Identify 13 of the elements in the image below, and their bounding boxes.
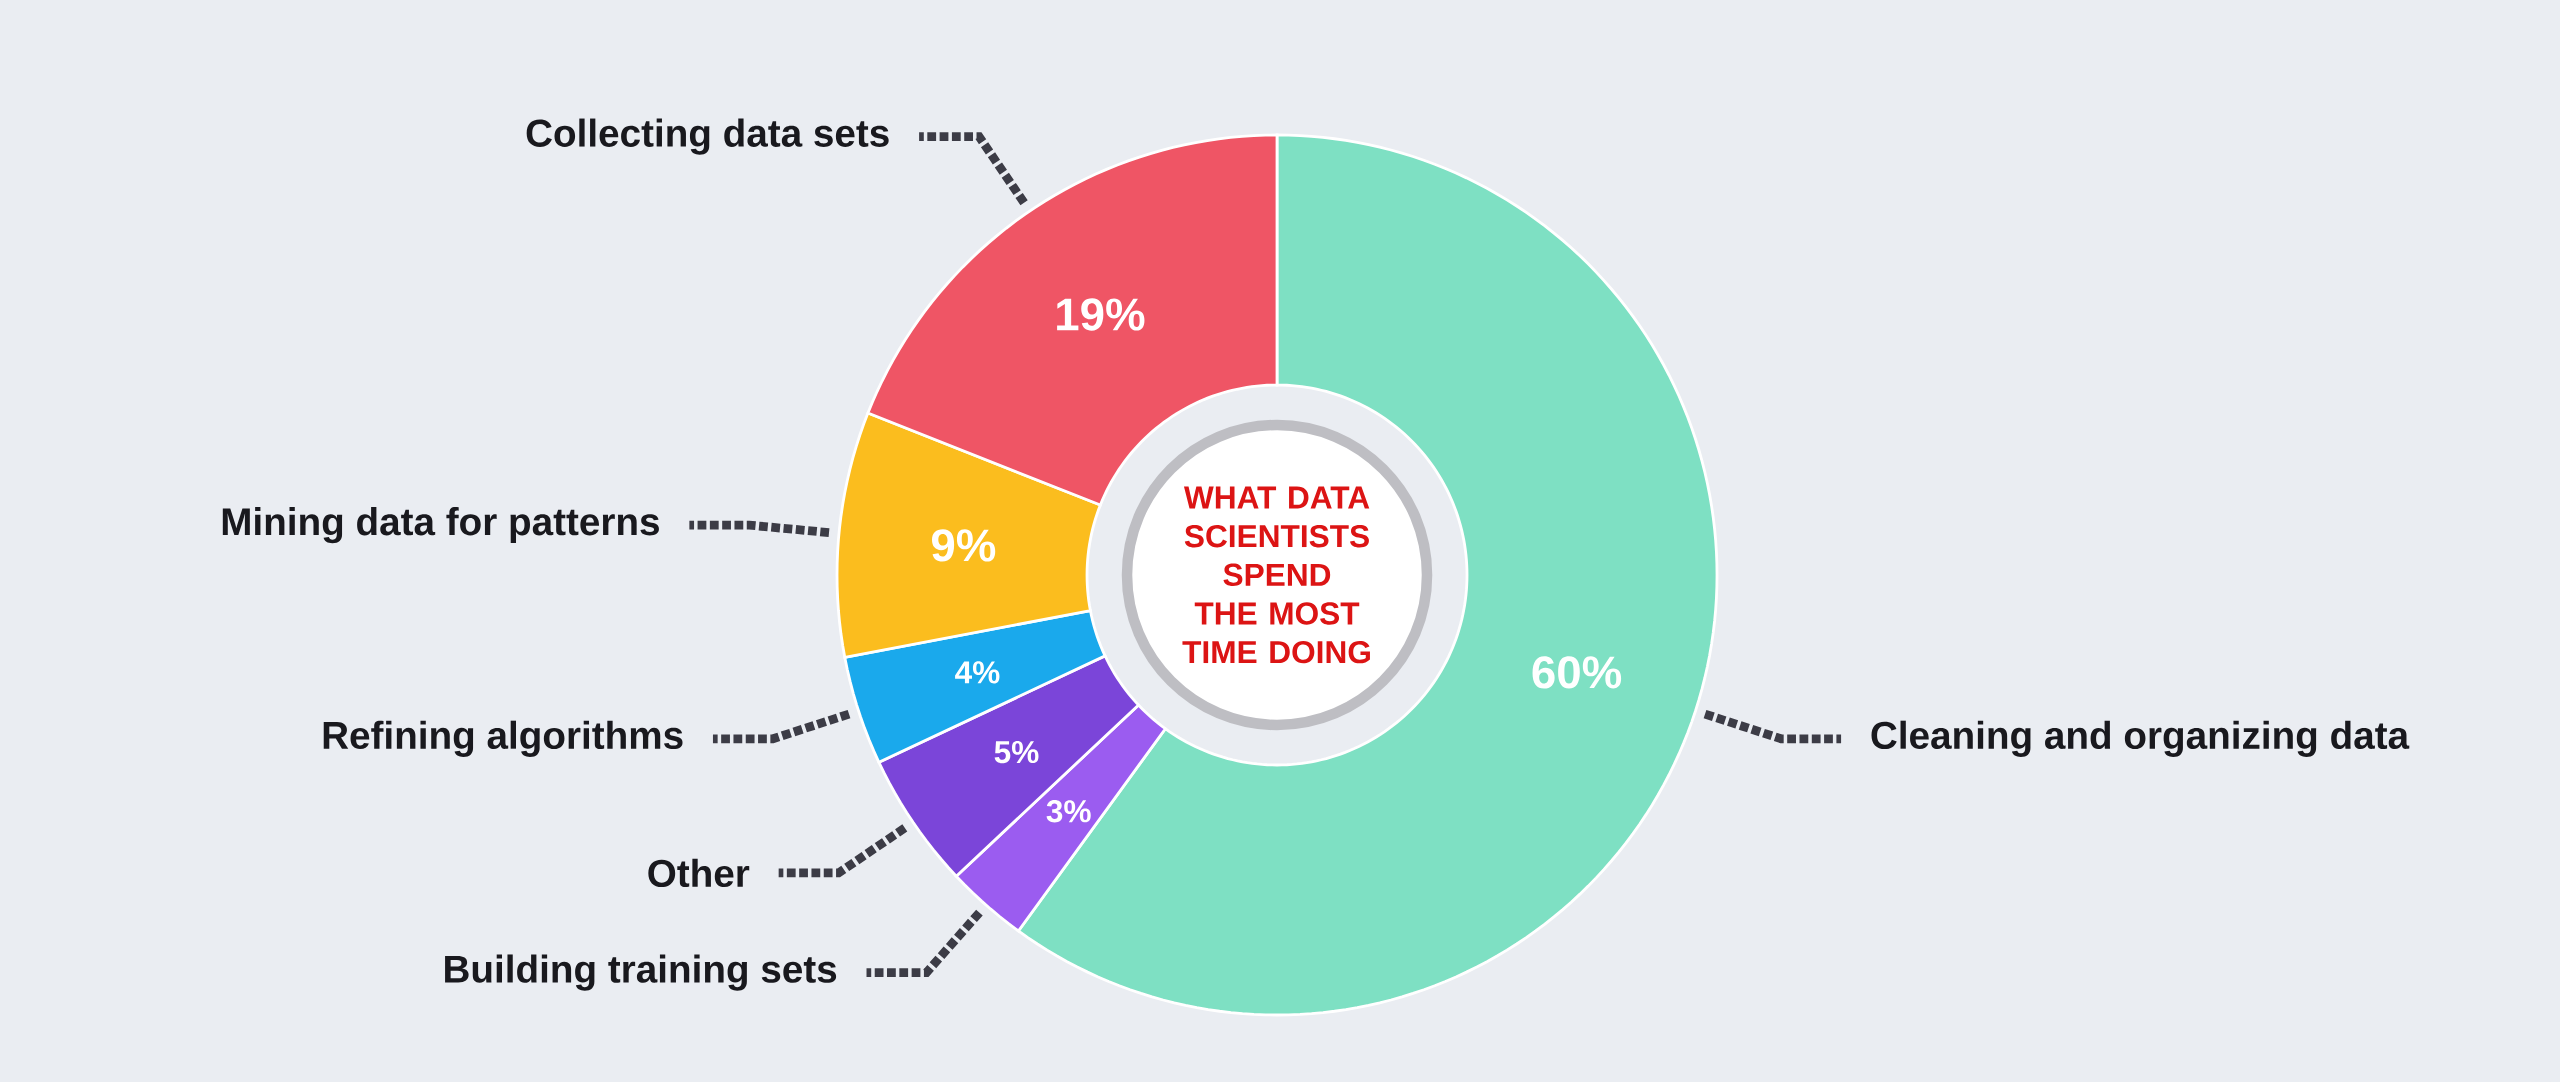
data-label: 4% <box>955 661 1000 684</box>
text: WHAT DATA SCIENTISTS SPEND THE MOST TIME DOING <box>1182 486 1370 664</box>
data-label: 5% <box>994 740 1039 764</box>
slice-label: Cleaning and organizing data <box>1871 720 2410 757</box>
slice-label: Other <box>648 858 750 888</box>
slice-label: Collecting data sets <box>526 118 889 155</box>
data-label: 60% <box>1532 656 1622 689</box>
slice-label: Building training sets <box>445 954 837 991</box>
slice-label: Mining data for patterns <box>222 507 659 544</box>
data-label: 9% <box>932 529 996 562</box>
data-label: 3% <box>1046 800 1091 823</box>
data-label: 19% <box>1057 298 1145 331</box>
slice-label: Refining algorithms <box>323 720 683 757</box>
